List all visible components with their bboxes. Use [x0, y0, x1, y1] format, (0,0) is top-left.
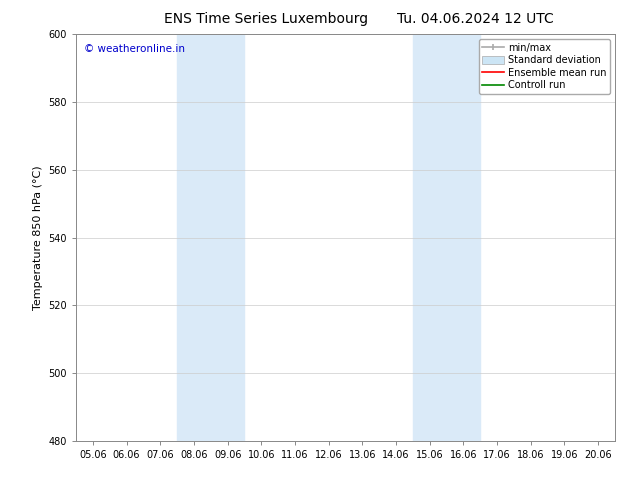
- Text: Tu. 04.06.2024 12 UTC: Tu. 04.06.2024 12 UTC: [397, 12, 554, 26]
- Text: ENS Time Series Luxembourg: ENS Time Series Luxembourg: [164, 12, 368, 26]
- Bar: [413, 34, 481, 441]
- Text: © weatheronline.in: © weatheronline.in: [84, 45, 185, 54]
- Y-axis label: Temperature 850 hPa (°C): Temperature 850 hPa (°C): [33, 165, 43, 310]
- Bar: [177, 34, 245, 441]
- Legend: min/max, Standard deviation, Ensemble mean run, Controll run: min/max, Standard deviation, Ensemble me…: [479, 39, 610, 94]
